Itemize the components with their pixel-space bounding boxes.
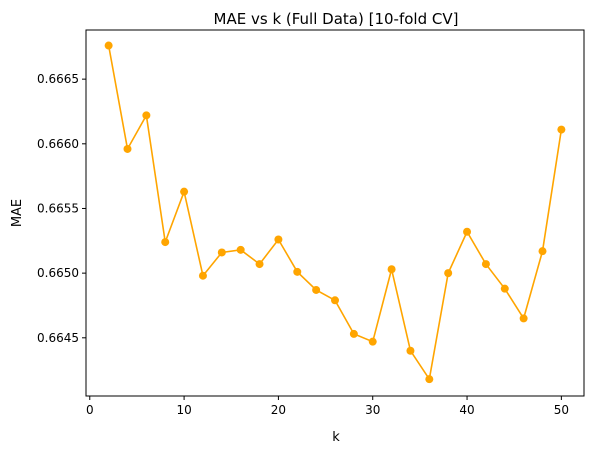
data-point <box>217 248 226 257</box>
y-tick-label: 0.6655 <box>37 201 79 215</box>
series-line <box>107 45 563 382</box>
data-point <box>293 267 302 276</box>
y-tick-label: 0.6650 <box>37 266 79 280</box>
data-point <box>331 296 339 305</box>
y-tick-label: 0.6665 <box>37 72 79 86</box>
axes-frame <box>85 29 585 397</box>
y-tick-label: 0.6645 <box>37 331 79 345</box>
x-tick-label: 0 <box>86 403 94 417</box>
data-point <box>444 269 453 278</box>
data-point <box>481 260 490 269</box>
data-point <box>255 260 264 269</box>
data-point <box>123 144 132 153</box>
data-point <box>557 125 566 134</box>
data-point <box>142 111 151 120</box>
x-tick-label: 30 <box>365 403 380 417</box>
x-tick-label: 10 <box>176 403 191 417</box>
data-point <box>387 265 396 274</box>
x-tick-label: 20 <box>271 403 286 417</box>
plot-area <box>104 41 566 384</box>
data-point <box>104 41 113 50</box>
x-tick-label: 40 <box>459 403 474 417</box>
data-point <box>425 375 434 384</box>
data-point <box>519 314 528 323</box>
data-point <box>274 235 283 244</box>
data-point <box>368 337 377 346</box>
data-point <box>538 247 547 256</box>
x-tick-label: 50 <box>554 403 569 417</box>
data-point <box>198 271 207 280</box>
x-axis-label: k <box>332 430 340 445</box>
data-point <box>180 187 189 196</box>
data-point <box>312 285 321 294</box>
data-point <box>161 238 170 247</box>
y-axis-label: MAE <box>10 199 25 227</box>
data-point <box>349 329 358 338</box>
x-axis: 0 10 20 30 40 50 <box>86 396 569 417</box>
chart-title: MAE vs k (Full Data) [10-fold CV] <box>214 10 459 28</box>
data-point <box>406 346 415 355</box>
data-point <box>463 227 472 236</box>
y-tick-label: 0.6660 <box>37 137 79 151</box>
y-axis: 0.6645 0.6650 0.6655 0.6660 0.6665 <box>37 72 86 345</box>
data-point <box>236 245 245 254</box>
data-point <box>500 284 509 293</box>
